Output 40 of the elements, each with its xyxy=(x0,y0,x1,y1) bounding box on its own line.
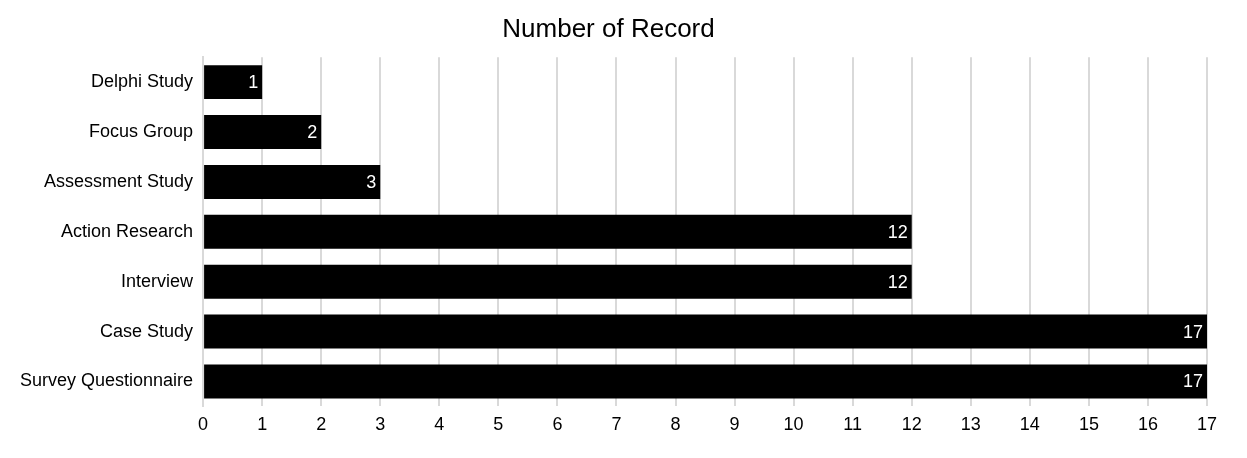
x-tick-label: 15 xyxy=(1078,414,1099,435)
x-tick-label: 9 xyxy=(729,414,740,435)
y-tick-label: Delphi Study xyxy=(91,71,194,92)
x-tick-label: 7 xyxy=(611,414,622,435)
data-label: 1 xyxy=(248,72,259,93)
y-tick-label: Interview xyxy=(121,270,195,291)
x-tick-label: 1 xyxy=(257,414,268,435)
x-tick-label: 0 xyxy=(198,414,209,435)
x-tick-label: 13 xyxy=(960,414,981,435)
x-tick-label: 5 xyxy=(493,414,504,435)
x-tick-label: 11 xyxy=(843,414,863,435)
x-tick-label: 12 xyxy=(901,414,922,435)
data-label: 17 xyxy=(1182,321,1203,342)
x-tick-label: 8 xyxy=(670,414,681,435)
x-tick-label: 4 xyxy=(434,414,445,435)
bar xyxy=(204,314,1207,349)
y-tick-label: Action Research xyxy=(61,220,194,241)
data-label: 17 xyxy=(1182,371,1203,392)
y-tick-label: Assessment Study xyxy=(44,170,194,191)
bar xyxy=(204,164,381,199)
y-tick-label: Focus Group xyxy=(89,121,194,141)
bar xyxy=(204,65,263,100)
x-tick-label: 6 xyxy=(552,414,563,435)
data-label: 3 xyxy=(366,171,377,192)
x-tick-label: 14 xyxy=(1019,414,1040,435)
x-tick-label: 3 xyxy=(375,414,386,435)
x-tick-label: 2 xyxy=(316,414,327,435)
y-tick-label: Survey Questionnaire xyxy=(20,370,194,391)
x-tick-label: 17 xyxy=(1196,414,1218,435)
x-tick-label: 16 xyxy=(1137,414,1158,435)
bar xyxy=(204,214,912,249)
data-label: 12 xyxy=(887,221,908,242)
data-label: 2 xyxy=(307,122,318,142)
bar xyxy=(204,264,912,299)
y-tick-label: Case Study xyxy=(100,320,194,341)
x-tick-label: 10 xyxy=(783,414,804,435)
data-label: 12 xyxy=(887,271,908,292)
chart-title: Number of Record xyxy=(502,12,715,43)
bar xyxy=(204,364,1207,399)
bar xyxy=(204,115,322,149)
